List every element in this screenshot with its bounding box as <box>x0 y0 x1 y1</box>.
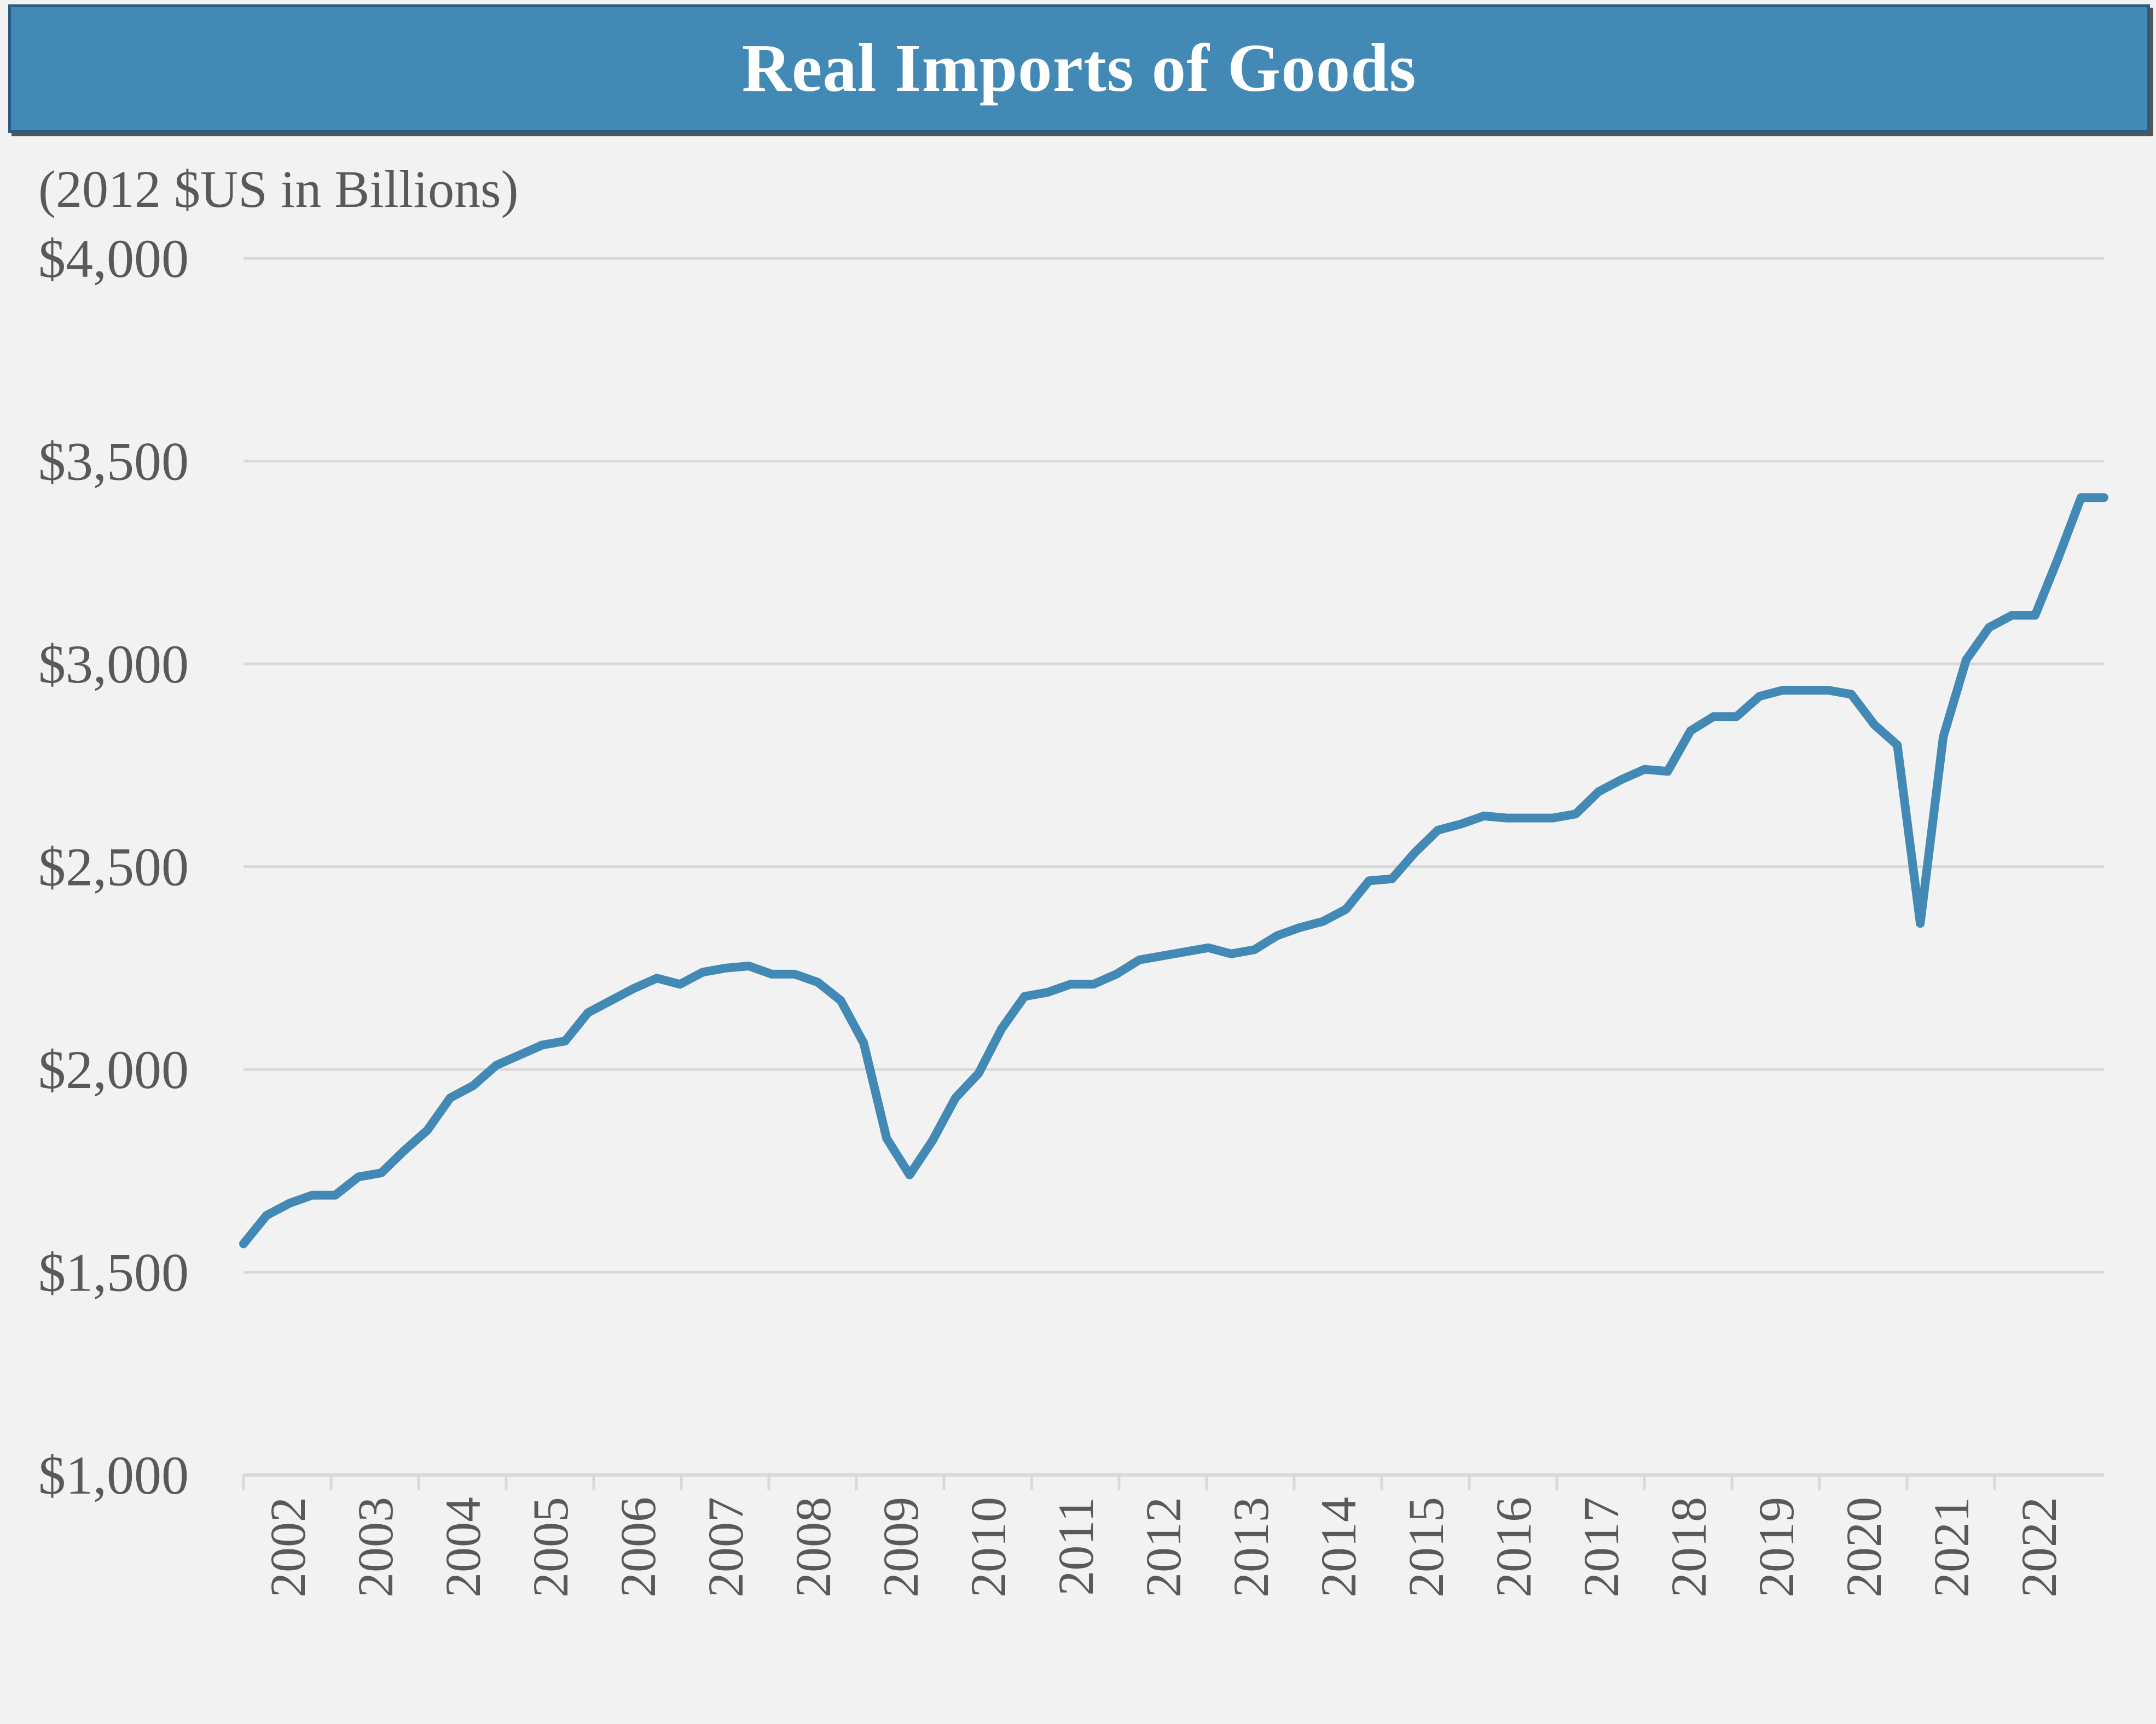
x-tick-label: 2021 <box>1923 1497 1979 1598</box>
x-tick-label: 2008 <box>785 1497 841 1598</box>
series-line <box>239 493 2108 1248</box>
x-tick-label: 2013 <box>1223 1497 1279 1598</box>
x-axis-tick-labels: 2002 2003 2004 2005 2006 2007 2008 2009 2010 2011… <box>260 1497 2067 1598</box>
y-tick-label: $2,000 <box>38 1039 189 1100</box>
x-tick-label: 2003 <box>347 1497 403 1598</box>
x-tick-label: 2002 <box>260 1497 316 1598</box>
x-tick-label: 2017 <box>1573 1497 1629 1598</box>
chart-title-bar: Real Imports of Goods <box>8 4 2150 133</box>
y-tick-label: $1,000 <box>38 1445 189 1506</box>
x-tick-label: 2010 <box>960 1497 1016 1598</box>
x-tick-label: 2009 <box>873 1497 929 1598</box>
x-tick-label: 2015 <box>1398 1497 1454 1598</box>
x-tick-label: 2007 <box>698 1497 754 1598</box>
y-tick-label: $4,000 <box>38 228 189 289</box>
x-tick-label: 2012 <box>1135 1497 1191 1598</box>
y-tick-label: $1,500 <box>38 1242 189 1303</box>
x-tick-label: 2016 <box>1486 1497 1541 1598</box>
y-tick-label: $3,500 <box>38 431 189 492</box>
x-axis <box>242 1473 2104 1490</box>
x-tick-label: 2014 <box>1311 1497 1366 1598</box>
y-axis-tick-labels: $1,000 $1,500 $2,000 $2,500 $3,000 $3,500 $4,0… <box>38 228 189 1506</box>
data-series <box>239 493 2108 1248</box>
chart-subtitle: (2012 $US in Billions) <box>38 160 519 218</box>
chart-title: Real Imports of Goods <box>741 31 1417 106</box>
x-tick-label: 2004 <box>435 1497 491 1598</box>
x-tick-label: 2018 <box>1661 1497 1717 1598</box>
x-tick-label: 2011 <box>1048 1497 1104 1596</box>
y-tick-label: $3,000 <box>38 634 189 695</box>
x-tick-label: 2020 <box>1836 1497 1892 1598</box>
y-tick-label: $2,500 <box>38 837 189 898</box>
x-tick-label: 2022 <box>2011 1497 2067 1598</box>
x-tick-label: 2005 <box>523 1497 578 1598</box>
gridlines <box>244 257 2104 1274</box>
x-tick-label: 2006 <box>610 1497 666 1598</box>
x-tick-label: 2019 <box>1748 1497 1804 1598</box>
